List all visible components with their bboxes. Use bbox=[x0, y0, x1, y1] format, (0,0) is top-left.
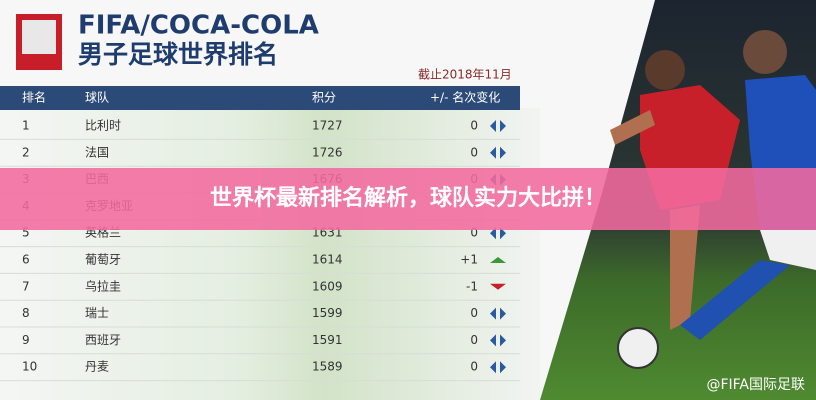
rank: 8 bbox=[22, 306, 30, 320]
team: 比利时 bbox=[85, 119, 121, 133]
right-icon bbox=[500, 361, 506, 374]
change: -1 bbox=[466, 279, 478, 293]
right-icon bbox=[500, 146, 506, 159]
left-icon bbox=[490, 361, 496, 374]
rank: 5 bbox=[22, 226, 30, 240]
right-icon bbox=[500, 307, 506, 320]
points: 1614 bbox=[312, 253, 343, 267]
rank: 6 bbox=[22, 253, 30, 267]
watermark: @FIFA国际足联 bbox=[706, 377, 805, 393]
change: 0 bbox=[470, 145, 478, 159]
table-body bbox=[0, 108, 540, 400]
change: 0 bbox=[470, 226, 478, 240]
team: 西班牙 bbox=[85, 333, 121, 347]
rank: 9 bbox=[22, 333, 30, 347]
up-icon bbox=[490, 257, 506, 263]
column-header: +/- 名次变化 bbox=[430, 90, 500, 105]
team: 瑞士 bbox=[85, 306, 109, 320]
right-icon bbox=[500, 120, 506, 132]
header-bar bbox=[0, 86, 520, 110]
points: 1589 bbox=[312, 360, 343, 374]
rank: 1 bbox=[22, 119, 30, 133]
right-icon bbox=[500, 334, 506, 347]
left-icon bbox=[490, 146, 496, 159]
team: 法国 bbox=[85, 145, 109, 159]
logo-inner bbox=[22, 20, 56, 54]
column-header: 积分 bbox=[312, 91, 336, 105]
points: 1727 bbox=[312, 119, 343, 133]
rank: 7 bbox=[22, 279, 30, 293]
column-header: 球队 bbox=[85, 90, 109, 105]
banner-bg bbox=[0, 168, 816, 230]
brand: FIFA/COCA-COLA bbox=[78, 11, 319, 41]
points: 1726 bbox=[312, 145, 343, 159]
column-header: 排名 bbox=[22, 90, 46, 105]
points: 1599 bbox=[312, 306, 343, 320]
banner: 世界杯最新排名解析，球队实力大比拼！ bbox=[210, 185, 606, 211]
change: +1 bbox=[460, 253, 478, 267]
change: 0 bbox=[470, 360, 478, 374]
left-icon bbox=[490, 120, 496, 132]
team: 丹麦 bbox=[85, 360, 109, 374]
change: 0 bbox=[470, 119, 478, 133]
rank: 10 bbox=[22, 360, 37, 374]
left-icon bbox=[490, 227, 496, 240]
right-icon bbox=[500, 227, 506, 240]
down-icon bbox=[490, 283, 506, 290]
date: 截止2018年11月 bbox=[418, 68, 512, 82]
team: 葡萄牙 bbox=[85, 253, 121, 267]
points: 1591 bbox=[312, 333, 343, 347]
left-icon bbox=[490, 334, 496, 347]
points: 1609 bbox=[312, 279, 343, 293]
left-icon bbox=[490, 307, 496, 320]
rank: 2 bbox=[22, 145, 30, 159]
team: 乌拉圭 bbox=[85, 278, 121, 293]
change: 0 bbox=[470, 306, 478, 320]
title: 男子足球世界排名 bbox=[78, 40, 278, 69]
change: 0 bbox=[470, 333, 478, 347]
